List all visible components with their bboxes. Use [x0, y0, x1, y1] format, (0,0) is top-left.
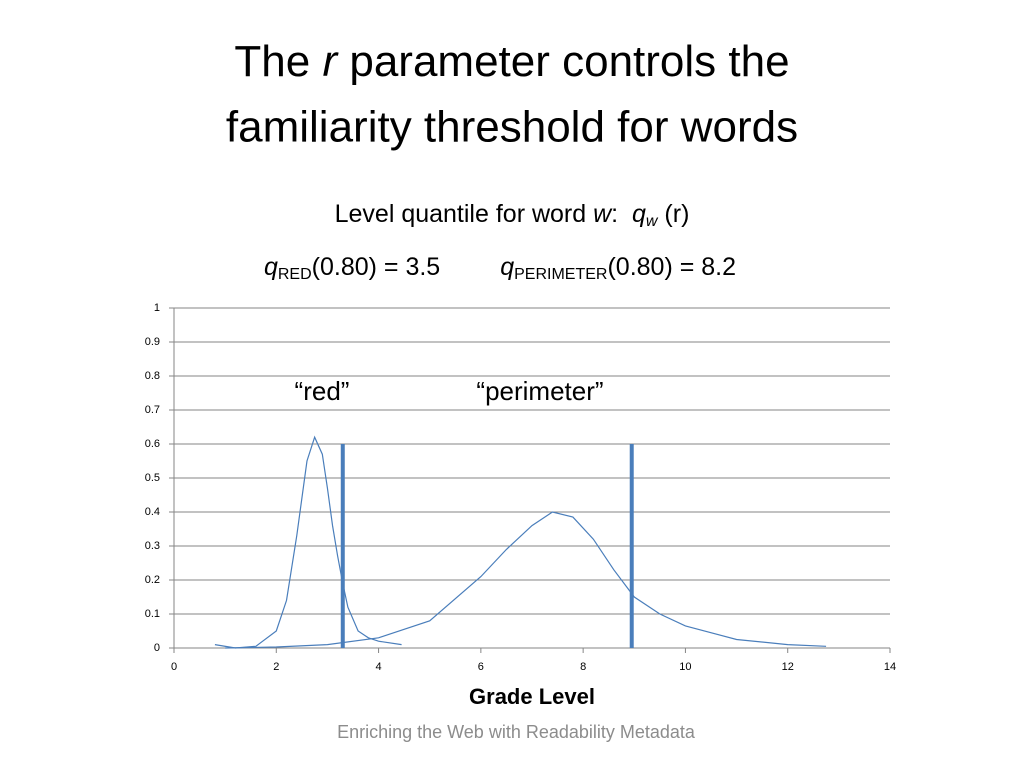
y-tick-label: 0.4 [145, 506, 160, 518]
x-axis-label: Grade Level [469, 684, 595, 709]
x-tick-label: 8 [580, 661, 586, 673]
title-text: r [322, 37, 339, 86]
y-tick-label: 0.2 [145, 574, 160, 586]
slide-title: familiarity threshold for words [226, 103, 798, 152]
x-tick-label: 12 [782, 661, 794, 673]
x-tick-label: 14 [884, 661, 896, 673]
y-tick-label: 0.9 [145, 336, 160, 348]
subtitle-text: (r) [657, 200, 689, 228]
y-tick-label: 0.8 [145, 370, 160, 382]
plot-area: 00.10.20.30.40.50.60.70.80.910 2 4 6 8 10 12 14 [145, 302, 896, 673]
y-tick-label: 0.7 [145, 404, 160, 416]
y-tick-label: 0 [154, 642, 160, 654]
subtitle-text: Level quantile for word [335, 200, 593, 228]
annotation: “perimeter” [476, 376, 603, 406]
y-tick-label: 0.6 [145, 438, 160, 450]
x-tick-label: 10 [679, 661, 691, 673]
subtitle-subscript: PERIMETER [514, 266, 607, 283]
footer: Enriching the Web with Readability Metad… [337, 722, 696, 742]
subtitle-text: (0.80) = 8.2 [607, 253, 736, 281]
subtitle: qRED(0.80) = 3.5 qPERIMETER(0.80) = 8.2 [264, 253, 736, 284]
x-tick-label: 6 [478, 661, 484, 673]
subtitle-text: (0.80) = 3.5 [312, 253, 441, 281]
subtitle-subscript: RED [278, 266, 312, 283]
x-tick-label: 0 [171, 661, 177, 673]
curve [225, 511, 827, 649]
subtitle-text: q [264, 253, 278, 281]
y-tick-label: 0.3 [145, 540, 160, 552]
subtitle: Level quantile for word w: qw (r) [335, 200, 690, 231]
subtitle-text: w [593, 200, 613, 228]
y-tick-label: 0.5 [145, 472, 160, 484]
x-tick-label: 4 [376, 661, 382, 673]
slide-title: The r parameter controls the [234, 37, 789, 86]
subtitle-subscript: w [646, 213, 659, 230]
title-text: The [234, 37, 322, 86]
title-text: parameter controls the [337, 37, 789, 86]
subtitle-text: : [611, 200, 632, 228]
curve [214, 435, 402, 649]
subtitle-text: q [632, 200, 646, 228]
y-tick-label: 1 [154, 302, 160, 314]
x-tick-label: 2 [273, 661, 279, 673]
y-tick-label: 0.1 [145, 608, 160, 620]
subtitle-text: q [500, 253, 514, 281]
annotation: “red” [295, 376, 350, 406]
